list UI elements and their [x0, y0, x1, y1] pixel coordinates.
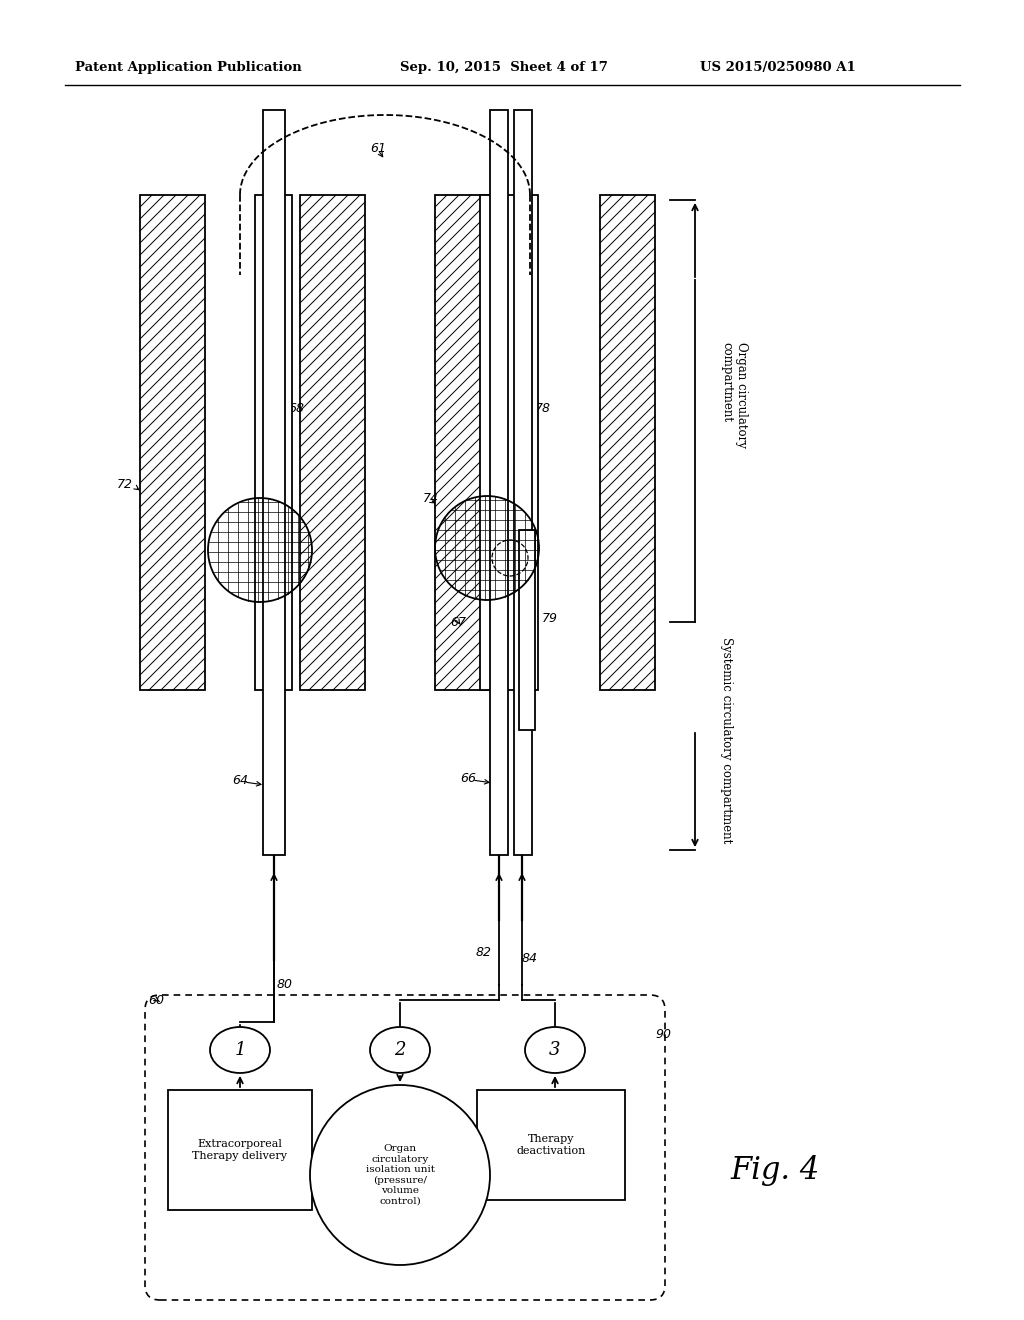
Text: Patent Application Publication: Patent Application Publication [75, 62, 302, 74]
Text: Fig. 4: Fig. 4 [730, 1155, 819, 1185]
Text: Extracorporeal
Therapy delivery: Extracorporeal Therapy delivery [193, 1139, 288, 1160]
Bar [435, 195, 500, 690]
Text: 3: 3 [549, 1041, 561, 1059]
Text: 90: 90 [655, 1028, 671, 1041]
Text: 76: 76 [278, 379, 294, 392]
Ellipse shape [310, 1085, 490, 1265]
Bar [300, 195, 365, 690]
Bar [140, 195, 205, 690]
Text: 92: 92 [352, 1101, 368, 1114]
Bar [480, 195, 538, 690]
Bar [263, 110, 285, 855]
Text: 72: 72 [117, 479, 133, 491]
Text: 79: 79 [542, 611, 558, 624]
Bar [168, 1090, 312, 1210]
Text: 2: 2 [394, 1041, 406, 1059]
Text: US 2015/0250980 A1: US 2015/0250980 A1 [700, 62, 856, 74]
Text: 67: 67 [450, 615, 466, 628]
Bar [490, 110, 508, 855]
Bar [514, 110, 532, 855]
Text: 64: 64 [232, 774, 248, 787]
Text: 68: 68 [288, 401, 304, 414]
Text: Organ
circulatory
isolation unit
(pressure/
volume
control): Organ circulatory isolation unit (pressu… [366, 1144, 434, 1205]
Text: 65: 65 [253, 614, 269, 627]
Ellipse shape [210, 1027, 270, 1073]
Bar [519, 531, 535, 730]
Text: 82: 82 [476, 945, 492, 958]
Text: Sep. 10, 2015  Sheet 4 of 17: Sep. 10, 2015 Sheet 4 of 17 [400, 62, 608, 74]
Bar [255, 195, 292, 690]
Text: 60: 60 [148, 994, 164, 1006]
Ellipse shape [370, 1027, 430, 1073]
Bar [600, 195, 655, 690]
Ellipse shape [525, 1027, 585, 1073]
Bar [477, 1090, 625, 1200]
Text: 66: 66 [460, 771, 476, 784]
Text: 77: 77 [500, 381, 516, 395]
Text: Systemic circulatory compartment: Systemic circulatory compartment [720, 636, 733, 843]
Text: 74: 74 [423, 491, 439, 504]
Text: Organ circulatory
compartment: Organ circulatory compartment [720, 342, 748, 447]
Text: 61: 61 [370, 141, 386, 154]
Text: 78: 78 [535, 401, 551, 414]
Text: 80: 80 [278, 978, 293, 991]
Text: 84: 84 [522, 952, 538, 965]
Text: Therapy
deactivation: Therapy deactivation [516, 1134, 586, 1156]
Text: 1: 1 [234, 1041, 246, 1059]
